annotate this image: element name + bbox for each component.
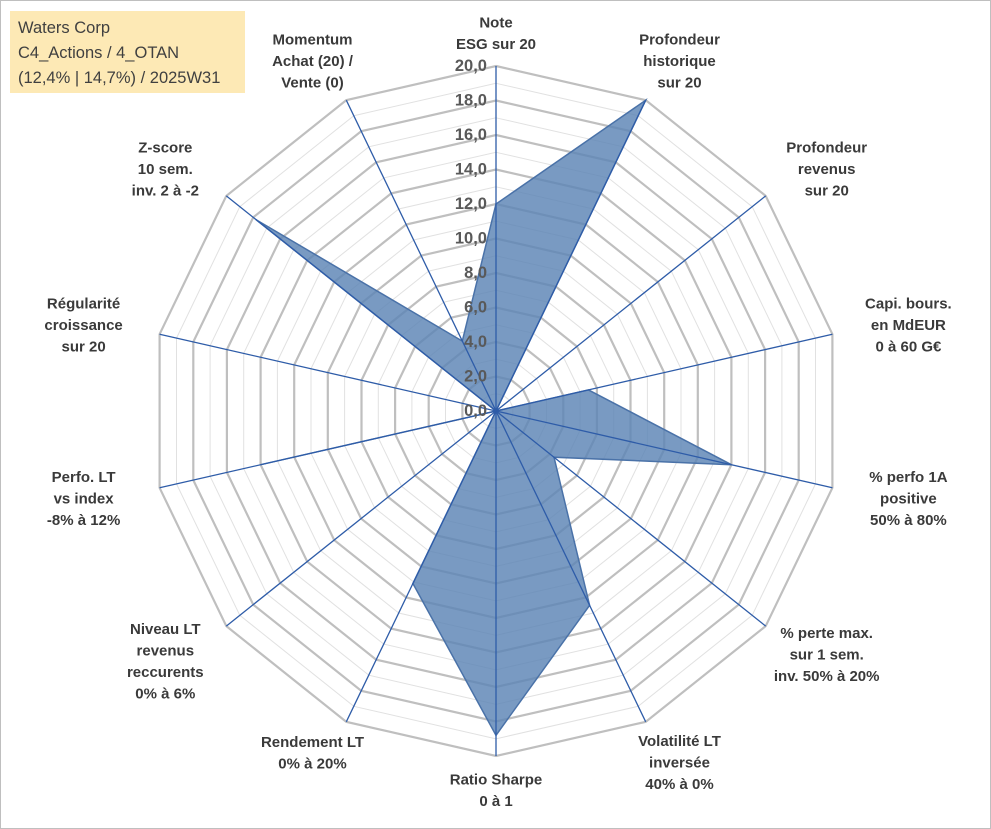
axis-label-line: ESG sur 20 xyxy=(456,36,536,53)
tick-label: 16,0 xyxy=(455,126,487,144)
axis-label: Régularité croissance sur 20 xyxy=(44,296,122,356)
axis-label-line: Note xyxy=(479,15,512,32)
axis-spoke xyxy=(495,410,833,489)
axis-label-line: Capi. bours. xyxy=(865,296,952,313)
tick-label: 10,0 xyxy=(455,230,487,248)
axis-spoke xyxy=(495,410,647,723)
axis-label-line: Régularité xyxy=(47,296,120,313)
axis-label: Z-score 10 sem. inv. 2 à -2 xyxy=(132,140,199,200)
tick-label: 18,0 xyxy=(455,92,487,110)
tick-label: 8,0 xyxy=(464,264,487,282)
axis-label-line: % perte max. xyxy=(780,625,873,642)
axis-label-line: croissance xyxy=(44,317,122,334)
axis-label: Volatilité LT inversée 40% à 0% xyxy=(638,733,721,793)
axis-spoke xyxy=(495,99,647,412)
axis-label-line: revenus xyxy=(137,642,195,659)
axis-label-line: Vente (0) xyxy=(281,75,344,92)
axis-label: Note ESG sur 20 xyxy=(456,15,536,54)
axis-label: Capi. bours. en MdEUR 0 à 60 G€ xyxy=(865,296,952,356)
axis-label: Perfo. LT vs index -8% à 12% xyxy=(47,469,120,529)
axis-spoke xyxy=(495,410,767,627)
axis-label-line: historique xyxy=(643,53,716,70)
title-category: C4_Actions / 4_OTAN xyxy=(18,44,180,62)
tick-label: 14,0 xyxy=(455,161,487,179)
axis-label-line: inv. 50% à 20% xyxy=(774,668,880,685)
axis-label: Ratio Sharpe 0 à 1 xyxy=(450,772,543,811)
axis-label-line: Rendement LT xyxy=(261,734,364,751)
axis-label-line: sur 20 xyxy=(657,75,701,92)
axis-spoke xyxy=(225,195,497,412)
axis-label: Niveau LT revenus reccurents 0% à 6% xyxy=(127,621,204,703)
tick-label: 20,0 xyxy=(455,57,487,75)
axis-spoke xyxy=(495,195,767,412)
axis-label-line: vs index xyxy=(54,490,115,507)
axis-label-line: 0% à 6% xyxy=(135,685,195,702)
axis-label-line: reccurents xyxy=(127,664,204,681)
axis-spoke xyxy=(225,410,497,627)
axis-spoke xyxy=(495,333,833,412)
axis-spoke xyxy=(159,333,497,412)
axis-label: % perte max. sur 1 sem. inv. 50% à 20% xyxy=(774,625,880,685)
axis-spoke xyxy=(345,410,497,723)
axis-label-line: Volatilité LT xyxy=(638,733,721,750)
axis-label-line: Profondeur xyxy=(639,32,720,49)
radial-tick-labels: 0,0 2,0 4,0 6,0 8,0 10,0 12,0 14,0 16,0 18,0 20,0 xyxy=(455,57,487,420)
axis-label-line: 40% à 0% xyxy=(645,776,713,793)
axis-label-line: Z-score xyxy=(138,140,192,157)
tick-label: 2,0 xyxy=(464,368,487,386)
axis-spokes xyxy=(159,66,833,756)
axis-label-line: revenus xyxy=(798,161,856,178)
axis-label-line: sur 20 xyxy=(805,183,849,200)
axis-label-line: 0% à 20% xyxy=(278,756,346,773)
axis-label-line: sur 1 sem. xyxy=(790,646,864,663)
axis-label: Profondeur revenus sur 20 xyxy=(786,140,867,200)
axis-label: Rendement LT 0% à 20% xyxy=(261,734,364,773)
axis-label-line: Profondeur xyxy=(786,140,867,157)
axis-label-line: Ratio Sharpe xyxy=(450,772,543,789)
tick-label: 6,0 xyxy=(464,299,487,317)
axis-label-line: positive xyxy=(880,490,937,507)
chart-title-box: Waters Corp C4_Actions / 4_OTAN (12,4% |… xyxy=(10,11,245,93)
axis-label-line: 50% à 80% xyxy=(870,512,947,529)
axis-label-line: en MdEUR xyxy=(871,317,946,334)
axis-label-line: % perfo 1A xyxy=(869,469,948,486)
axis-label-line: inversée xyxy=(649,755,710,772)
axis-label-line: Achat (20) / xyxy=(272,53,354,70)
axis-labels: Note ESG sur 20 Profondeur historique sur 20… xyxy=(44,15,951,811)
axis-label-line: -8% à 12% xyxy=(47,512,120,529)
axis-label: Profondeur historique sur 20 xyxy=(639,32,720,92)
tick-label: 0,0 xyxy=(464,402,487,420)
tick-label: 12,0 xyxy=(455,195,487,213)
axis-label: % perfo 1A positive 50% à 80% xyxy=(869,469,948,529)
axis-label-line: inv. 2 à -2 xyxy=(132,183,199,200)
axis-label: Momentum Achat (20) / Vente (0) xyxy=(272,32,354,92)
axis-label-line: 10 sem. xyxy=(138,161,193,178)
tick-label: 4,0 xyxy=(464,333,487,351)
axis-label-line: Momentum xyxy=(273,32,353,49)
axis-spoke xyxy=(159,410,497,489)
axis-label-line: 0 à 60 G€ xyxy=(875,339,942,356)
axis-label-line: 0 à 1 xyxy=(479,793,512,810)
title-stats: (12,4% | 14,7%) / 2025W31 xyxy=(18,69,221,87)
title-company: Waters Corp xyxy=(18,19,110,37)
axis-label-line: Perfo. LT xyxy=(52,469,116,486)
axis-label-line: Niveau LT xyxy=(130,621,201,638)
axis-label-line: sur 20 xyxy=(61,339,105,356)
axis-spoke xyxy=(345,99,497,412)
